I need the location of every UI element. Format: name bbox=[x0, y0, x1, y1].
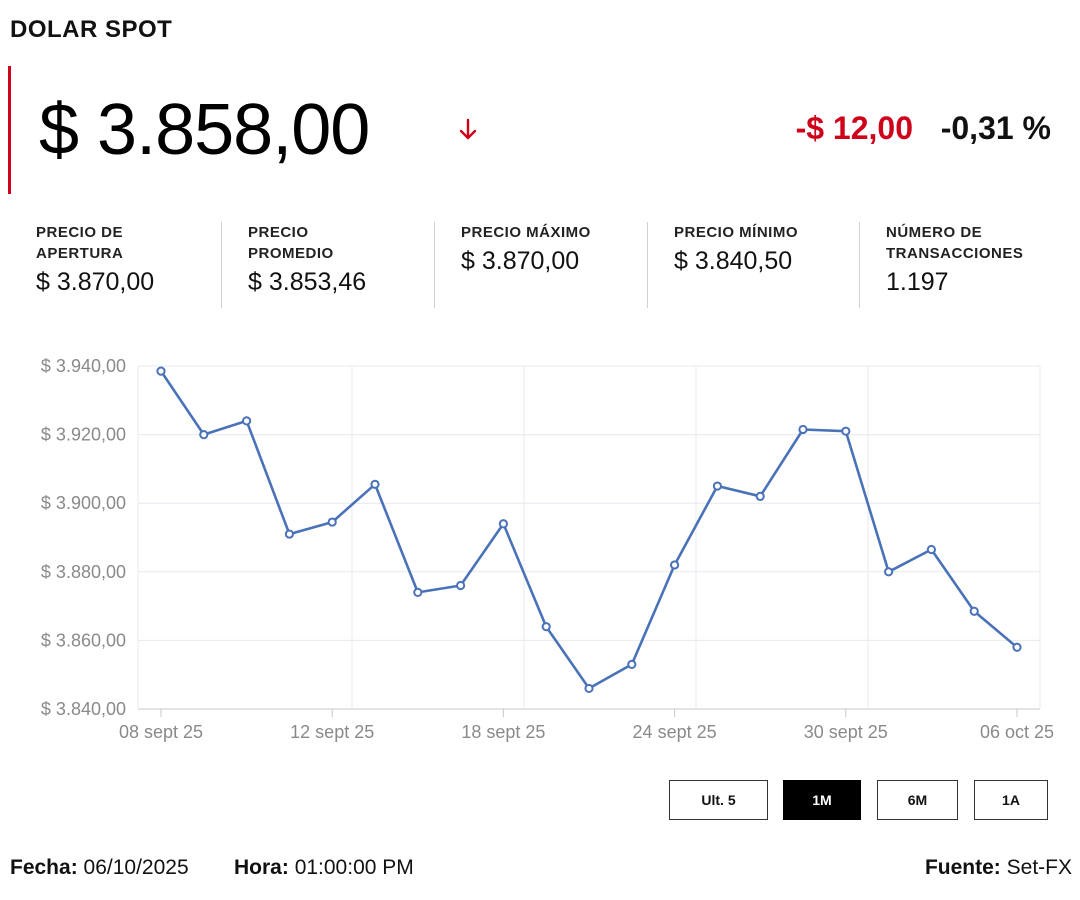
y-tick-label: $ 3.900,00 bbox=[41, 493, 126, 513]
data-point bbox=[755, 491, 765, 501]
y-tick-label: $ 3.880,00 bbox=[41, 562, 126, 582]
data-point bbox=[1012, 642, 1022, 652]
current-price: $ 3.858,00 bbox=[39, 90, 370, 170]
stat-label: PRECIO DE APERTURA bbox=[36, 224, 124, 262]
data-point bbox=[584, 683, 594, 694]
stat-value: $ 3.853,46 bbox=[248, 268, 367, 296]
stat-opening: PRECIO DE APERTURA $ 3.870,00 bbox=[36, 222, 154, 308]
footer-source: Fuente: Set-FX bbox=[925, 856, 1072, 880]
range-selector: Ult. 5 1M 6M 1A bbox=[0, 780, 1080, 822]
data-point bbox=[284, 529, 294, 539]
source-label: Fuente: bbox=[924, 856, 1001, 879]
source-value: Set-FX bbox=[1006, 856, 1072, 879]
price-panel: $ 3.858,00 -$ 12,00 -0,31 % bbox=[8, 66, 1071, 194]
arrow-down-icon bbox=[459, 118, 477, 140]
data-point bbox=[327, 517, 337, 527]
stat-divider bbox=[434, 222, 435, 308]
stat-min: PRECIO MÍNIMO $ 3.840,50 bbox=[674, 222, 798, 308]
date-label: Fecha: bbox=[10, 856, 78, 879]
data-point bbox=[242, 416, 252, 426]
y-tick-label: $ 3.840,00 bbox=[41, 699, 126, 719]
date-value: 06/10/2025 bbox=[83, 856, 189, 879]
stat-average: PRECIO PROMEDIO $ 3.853,46 bbox=[248, 222, 366, 308]
y-tick-label: $ 3.860,00 bbox=[41, 630, 126, 650]
stat-divider bbox=[647, 222, 648, 308]
stats-row: PRECIO DE APERTURA $ 3.870,00 PRECIO PRO… bbox=[0, 222, 1080, 310]
price-line-chart: $ 3.840,00 $ 3.860,00 $ 3.880,00 $ 3.900,00… bbox=[41, 356, 1054, 742]
data-point bbox=[969, 606, 979, 616]
y-tick-label: $ 3.940,00 bbox=[41, 356, 126, 376]
x-tick-label: 08 sept 25 bbox=[119, 722, 203, 742]
footer-time: Hora: 01:00:00 PM bbox=[234, 856, 414, 880]
stat-transactions: NÚMERO DE TRANSACCIONES 1.197 bbox=[886, 222, 1023, 308]
stat-label: NÚMERO DE TRANSACCIONES bbox=[886, 224, 1024, 262]
stat-label: PRECIO MÍNIMO bbox=[674, 224, 799, 241]
x-tick-label: 30 sept 25 bbox=[804, 722, 888, 742]
stat-label: PRECIO MÁXIMO bbox=[461, 224, 591, 241]
stat-label: PRECIO PROMEDIO bbox=[248, 224, 334, 262]
data-point bbox=[413, 587, 423, 597]
data-point bbox=[370, 479, 380, 489]
stat-value: $ 3.870,00 bbox=[461, 247, 580, 275]
stat-max: PRECIO MÁXIMO $ 3.870,00 bbox=[461, 222, 591, 308]
data-point bbox=[498, 519, 508, 529]
data-point bbox=[926, 544, 937, 555]
data-point bbox=[541, 622, 551, 632]
range-button-1a[interactable]: 1A bbox=[974, 780, 1048, 820]
data-point bbox=[841, 426, 851, 436]
x-tick-label: 18 sept 25 bbox=[461, 722, 545, 742]
range-button-1m[interactable]: 1M bbox=[783, 780, 861, 820]
data-point bbox=[798, 424, 808, 435]
stat-divider bbox=[221, 222, 222, 308]
range-button-6m[interactable]: 6M bbox=[877, 780, 958, 820]
data-point bbox=[884, 567, 894, 577]
footer-date: Fecha: 06/10/2025 bbox=[10, 856, 189, 880]
data-point bbox=[627, 659, 637, 670]
stat-value: $ 3.870,00 bbox=[36, 268, 155, 296]
data-point bbox=[712, 481, 723, 491]
x-tick-label: 24 sept 25 bbox=[633, 722, 717, 742]
data-point bbox=[199, 430, 209, 440]
x-tick-label: 06 oct 25 bbox=[980, 722, 1054, 742]
stat-divider bbox=[859, 222, 860, 308]
stat-value: 1.197 bbox=[886, 268, 949, 296]
price-change-percent: -0,31 % bbox=[940, 110, 1051, 146]
data-point bbox=[670, 560, 680, 570]
data-point bbox=[456, 580, 466, 591]
x-tick-label: 12 sept 25 bbox=[290, 722, 374, 742]
time-label: Hora: bbox=[234, 856, 289, 879]
y-tick-label: $ 3.920,00 bbox=[41, 425, 126, 445]
price-change: -$ 12,00 bbox=[795, 110, 913, 146]
range-button-ult5[interactable]: Ult. 5 bbox=[669, 780, 768, 820]
stat-value: $ 3.840,50 bbox=[674, 247, 793, 275]
page-title: DOLAR SPOT bbox=[10, 16, 173, 43]
data-point bbox=[156, 366, 166, 376]
time-value: 01:00:00 PM bbox=[294, 856, 414, 879]
